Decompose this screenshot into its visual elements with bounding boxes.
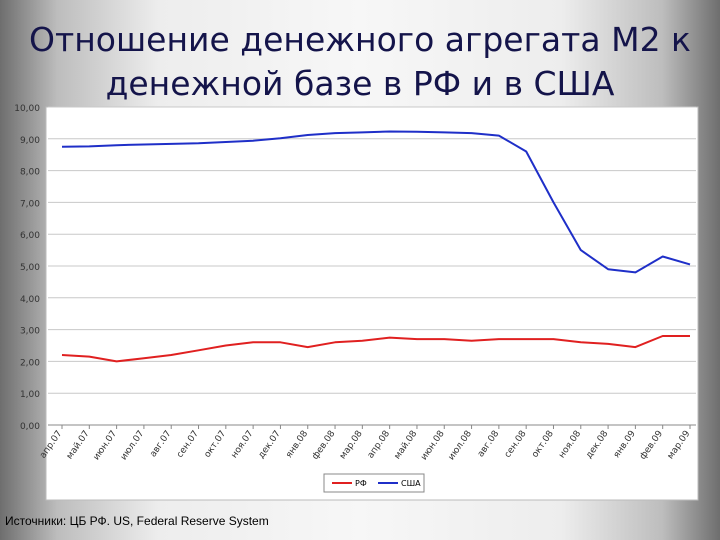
y-tick-label: 0,00 <box>20 422 40 432</box>
y-tick-label: 4,00 <box>20 295 40 305</box>
slide-title: Отношение денежного агрегата М2 к денежн… <box>20 18 700 106</box>
legend-label: РФ <box>355 479 367 488</box>
series-line-rf <box>61 335 690 363</box>
series-line-usa <box>61 130 691 274</box>
y-tick-label: 7,00 <box>20 199 40 209</box>
chart-background <box>45 106 699 501</box>
y-tick-label: 6,00 <box>20 231 40 241</box>
y-tick-label: 10,00 <box>14 104 40 114</box>
title-line-2: денежной базе в РФ и в США <box>105 64 615 103</box>
y-tick-label: 1,00 <box>20 390 40 400</box>
legend-label: США <box>401 479 421 488</box>
legend-box <box>323 473 425 493</box>
y-tick-label: 8,00 <box>20 168 40 178</box>
source-note: Источники: ЦБ РФ. US, Federal Reserve Sy… <box>5 514 269 528</box>
y-tick-label: 9,00 <box>20 136 40 146</box>
y-tick-label: 5,00 <box>20 263 40 273</box>
y-tick-label: 3,00 <box>20 327 40 337</box>
y-tick-label: 2,00 <box>20 358 40 368</box>
title-line-1: Отношение денежного агрегата М2 к <box>29 20 691 59</box>
